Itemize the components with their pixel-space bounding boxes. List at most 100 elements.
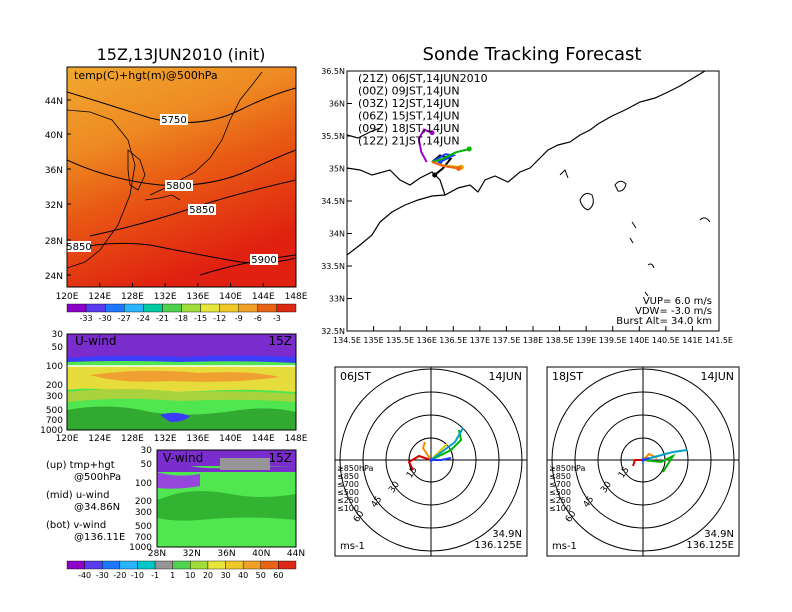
colorbar-swatch — [200, 303, 220, 313]
pressure-tick-label: 500 — [135, 522, 152, 532]
hodograph-label: 06JST — [340, 370, 371, 383]
lat-tick-label: 40N — [252, 549, 270, 559]
colorbar-swatch — [242, 560, 261, 570]
colorbar-label: -33 — [80, 314, 93, 323]
contour-label: 5800 — [166, 181, 191, 192]
vwind-lat-axis: 28N 32N 36N 40N 44N — [148, 549, 305, 559]
level-legend: ≤700 — [337, 480, 359, 489]
note-line: (mid) u-wind — [46, 490, 109, 501]
legend-entry: (09Z) 18JST,14JUN — [358, 122, 460, 135]
level-legend: ≤500 — [337, 488, 359, 497]
lon-tick-label: 136E — [186, 292, 209, 302]
legend-entry: (00Z) 09JST,14JUN — [358, 85, 460, 98]
colorbar-label: -20 — [113, 571, 126, 580]
track-line — [431, 154, 453, 176]
lon-tick-label: 140E — [219, 434, 242, 444]
map-label: temp(C)+hgt(m)@500hPa — [74, 69, 218, 82]
colorbar-label: -9 — [235, 314, 243, 323]
level-legend: ≥850hPa — [337, 464, 374, 473]
coastline-honshu — [347, 71, 706, 256]
lon-tick-label: 135E — [363, 336, 383, 345]
panel-notes: (up) tmp+hgt@500hPa (mid) u-wind@34.86N (b… — [46, 460, 125, 543]
lat-tick-label: 44N — [287, 549, 305, 559]
pressure-tick-label: 500 — [46, 406, 63, 416]
lon-tick-label: 137E — [470, 336, 490, 345]
level-legend: ≤500 — [549, 488, 571, 497]
pressure-tick-label: 50 — [141, 460, 153, 470]
level-legend: ≤250 — [337, 496, 359, 505]
hodograph-trace — [431, 457, 452, 461]
colorbar-label: 60 — [273, 571, 283, 580]
lat-tick-label: 35N — [329, 165, 345, 174]
colorbar-label: -12 — [213, 314, 226, 323]
pressure-tick-label: 300 — [135, 508, 152, 518]
burst-point — [432, 172, 438, 178]
colorbar-swatch — [257, 303, 278, 313]
level-legend: ≥850hPa — [549, 464, 586, 473]
wind-colorbar: -40 -30 -20 -10 -1 1 10 20 30 40 50 60 — [66, 560, 297, 580]
lat-tick-label: 36N — [329, 100, 345, 109]
note-sub: @500hPa — [74, 472, 121, 483]
lat-tick-label: 33N — [329, 295, 345, 304]
colorbar-label: -40 — [78, 571, 91, 580]
lat-tick-label: 36N — [217, 549, 235, 559]
colorbar-swatch — [207, 560, 226, 570]
lat-tick-label: 32N — [45, 201, 63, 211]
note-sub: @136.11E — [74, 532, 125, 543]
colorbar-label: -3 — [273, 314, 281, 323]
lon-tick-label: 137.5E — [492, 336, 520, 345]
lon-tick-label: 144E — [252, 434, 275, 444]
note-line: (bot) v-wind — [46, 520, 106, 531]
pressure-tick-label: 30 — [52, 330, 64, 340]
uwind-stratosphere — [67, 334, 296, 358]
hodograph-trace — [421, 441, 432, 461]
note-sub: @34.86N — [74, 502, 120, 513]
lon-tick-label: 148E — [285, 434, 308, 444]
colorbar-label: 30 — [220, 571, 230, 580]
track-line — [431, 161, 459, 170]
colorbar-swatch — [124, 303, 144, 313]
hodograph-date: 14JUN — [700, 370, 734, 383]
hodograph-label: 18JST — [552, 370, 583, 383]
temperature-map: 5750 5800 5850 5850 5900 temp(C)+hgt(m)@… — [45, 66, 308, 302]
colorbar-swatch — [219, 303, 239, 313]
hodograph-units: ms-1 — [340, 541, 365, 552]
level-legend: ≤100 — [549, 504, 571, 513]
colorbar-swatch — [238, 303, 259, 313]
colorbar-label: 1 — [170, 571, 175, 580]
map-frame — [66, 66, 297, 288]
colorbar-label: -1 — [151, 571, 159, 580]
lon-tick-label: 128E — [121, 292, 144, 302]
lon-tick-label: 138E — [523, 336, 543, 345]
param-line: Burst Alt= 34.0 km — [616, 316, 712, 327]
uwind-time: 15Z — [269, 334, 293, 348]
level-legend: ≤700 — [549, 480, 571, 489]
burst-point — [429, 130, 435, 136]
colorbar-swatch — [276, 303, 297, 313]
lon-tick-label: 135.5E — [386, 336, 414, 345]
lon-axis: 120E 124E 128E 132E 136E 140E 144E 148E — [56, 283, 308, 302]
lon-tick-label: 124E — [88, 434, 111, 444]
level-legend: ≤250 — [549, 496, 571, 505]
hodograph-trace — [632, 459, 643, 467]
contour-5800 — [67, 149, 296, 186]
contour-5850-upper — [89, 179, 296, 237]
right-title: Sonde Tracking Forecast — [423, 44, 642, 65]
contour-5900 — [199, 254, 296, 276]
colorbar-label: -27 — [118, 314, 131, 323]
pressure-tick-label: 200 — [46, 381, 63, 391]
colorbar-swatch — [143, 303, 163, 313]
lat-tick-label: 36.5N — [321, 67, 345, 76]
coastlines — [347, 71, 711, 297]
lon-tick-label: 128E — [121, 434, 144, 444]
colorbar-swatch — [260, 560, 279, 570]
lon-tick-label: 141.5E — [705, 336, 733, 345]
track-legend: (21Z) 06JST,14JUN2010(00Z) 09JST,14JUN(0… — [358, 72, 488, 148]
colorbar-swatch — [66, 560, 85, 570]
pressure-tick-label: 100 — [46, 362, 63, 372]
colorbar-label: -30 — [96, 571, 109, 580]
colorbar-label: 40 — [238, 571, 248, 580]
